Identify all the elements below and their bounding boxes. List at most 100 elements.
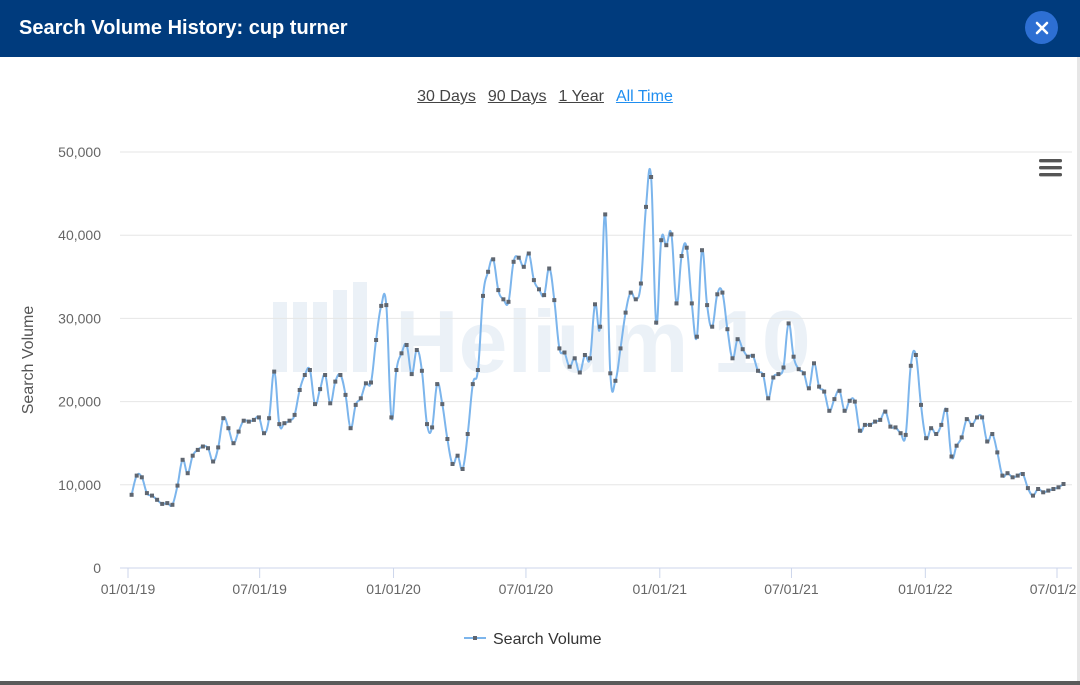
data-point[interactable] [419, 368, 424, 373]
data-point[interactable] [980, 415, 985, 420]
data-point[interactable] [694, 334, 699, 339]
data-point[interactable] [486, 269, 491, 274]
data-point[interactable] [547, 266, 552, 271]
data-point[interactable] [267, 416, 272, 421]
data-point[interactable] [934, 432, 939, 436]
data-point[interactable] [1010, 475, 1015, 480]
data-point[interactable] [801, 371, 806, 376]
data-point[interactable] [786, 321, 791, 326]
data-point[interactable] [633, 297, 638, 302]
data-point[interactable] [470, 382, 475, 387]
data-point[interactable] [333, 379, 338, 384]
data-point[interactable] [806, 386, 811, 391]
data-point[interactable] [272, 369, 277, 374]
data-point[interactable] [206, 446, 210, 451]
data-point[interactable] [669, 232, 674, 237]
data-point[interactable] [985, 439, 990, 444]
data-point[interactable] [715, 292, 720, 297]
data-point[interactable] [516, 255, 521, 260]
range-30-days-link[interactable]: 30 Days [417, 88, 476, 105]
data-point[interactable] [720, 290, 725, 295]
data-point[interactable] [313, 402, 317, 407]
data-point[interactable] [144, 491, 149, 496]
data-point[interactable] [318, 387, 323, 392]
data-point[interactable] [1036, 487, 1041, 491]
data-point[interactable] [430, 425, 435, 430]
data-point[interactable] [491, 257, 496, 262]
data-point[interactable] [542, 293, 547, 298]
data-point[interactable] [445, 437, 450, 441]
data-point[interactable] [837, 388, 842, 393]
data-point[interactable] [511, 259, 516, 264]
legend[interactable]: Search Volume [464, 631, 602, 648]
data-point[interactable] [745, 354, 750, 359]
data-point[interactable] [944, 407, 949, 412]
data-point[interactable] [475, 368, 480, 372]
data-point[interactable] [165, 501, 170, 506]
data-point[interactable] [440, 402, 445, 407]
data-point[interactable] [1005, 471, 1010, 476]
data-point[interactable] [221, 416, 226, 421]
data-point[interactable] [1056, 485, 1061, 490]
data-point[interactable] [369, 380, 373, 385]
data-point[interactable] [211, 459, 216, 464]
data-point[interactable] [251, 417, 256, 422]
data-point[interactable] [414, 348, 419, 352]
data-point[interactable] [231, 441, 236, 446]
data-point[interactable] [277, 422, 282, 427]
data-point[interactable] [481, 293, 485, 298]
data-point[interactable] [577, 370, 582, 375]
data-point[interactable] [175, 483, 180, 488]
data-point[interactable] [822, 389, 827, 394]
data-point[interactable] [1020, 472, 1025, 476]
data-point[interactable] [307, 368, 312, 372]
data-point[interactable] [562, 350, 567, 355]
data-point[interactable] [506, 299, 511, 304]
range-90-days-link[interactable]: 90 Days [487, 88, 547, 105]
data-point[interactable] [638, 281, 643, 286]
data-point[interactable] [1046, 488, 1051, 493]
data-point[interactable] [557, 346, 562, 351]
data-point[interactable] [358, 396, 363, 401]
data-point[interactable] [246, 419, 251, 424]
data-point[interactable] [582, 353, 587, 357]
data-point[interactable] [338, 373, 343, 377]
data-point[interactable] [796, 367, 801, 372]
data-point[interactable] [750, 353, 755, 358]
data-point[interactable] [705, 303, 710, 308]
range-1-year-link[interactable]: 1 Year [558, 88, 604, 105]
data-point[interactable] [170, 502, 175, 507]
data-point[interactable] [679, 254, 684, 258]
data-point[interactable] [659, 238, 664, 243]
data-point[interactable] [812, 361, 816, 366]
data-point[interactable] [878, 417, 883, 422]
data-point[interactable] [190, 453, 195, 458]
data-point[interactable] [129, 492, 134, 497]
data-point[interactable] [409, 372, 414, 377]
data-point[interactable] [644, 204, 648, 209]
data-point[interactable] [684, 245, 689, 250]
data-point[interactable] [521, 264, 526, 269]
data-point[interactable] [348, 426, 353, 431]
data-point[interactable] [134, 473, 139, 478]
data-point[interactable] [832, 397, 837, 402]
data-point[interactable] [531, 278, 536, 283]
data-point[interactable] [593, 302, 597, 307]
data-point[interactable] [725, 327, 730, 332]
data-point[interactable] [791, 354, 796, 359]
data-point[interactable] [455, 453, 460, 458]
data-point[interactable] [862, 422, 867, 427]
data-point[interactable] [857, 428, 862, 433]
data-point[interactable] [226, 426, 231, 431]
data-point[interactable] [297, 388, 302, 392]
data-point[interactable] [827, 408, 832, 413]
data-point[interactable] [756, 368, 760, 373]
data-point[interactable] [1000, 473, 1005, 478]
data-point[interactable] [1015, 473, 1020, 478]
data-point[interactable] [842, 408, 847, 413]
data-point[interactable] [256, 415, 261, 420]
data-point[interactable] [465, 432, 470, 436]
data-point[interactable] [425, 422, 429, 427]
data-point[interactable] [908, 363, 913, 368]
data-point[interactable] [282, 421, 287, 426]
